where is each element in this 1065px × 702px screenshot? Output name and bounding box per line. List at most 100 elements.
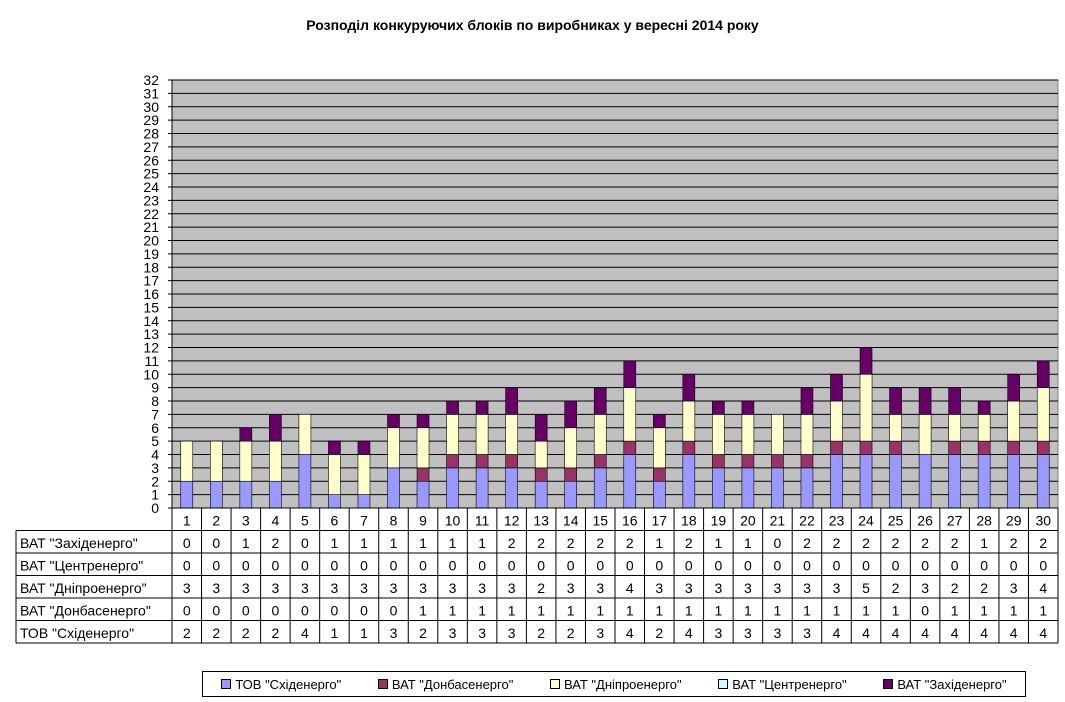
- table-cell-value: 3: [596, 625, 604, 641]
- table-cell-value: 2: [921, 535, 929, 551]
- table-cell-value: 1: [331, 625, 339, 641]
- bar-segment: [505, 414, 518, 455]
- bar-segment: [269, 440, 282, 482]
- table-cell-value: 0: [183, 557, 191, 573]
- table-cell-value: 4: [951, 625, 959, 641]
- table-cell-value: 4: [921, 625, 929, 641]
- bar-segment: [1007, 454, 1021, 509]
- table-cell-value: 1: [242, 535, 250, 551]
- bar-segment: [239, 427, 253, 442]
- table-cell-value: 4: [301, 625, 309, 641]
- table-cell-value: 2: [537, 580, 545, 596]
- y-tick-label: 9: [151, 380, 159, 396]
- table-cell-value: 3: [714, 580, 722, 596]
- bar-segment: [889, 440, 902, 455]
- bar-segment: [298, 414, 312, 455]
- bar-segment: [1007, 400, 1021, 442]
- bar-segment: [387, 467, 400, 509]
- bar-segment: [623, 440, 637, 455]
- y-tick-label: 24: [143, 179, 159, 195]
- bar-segment: [948, 454, 961, 509]
- table-cell-value: 4: [626, 625, 634, 641]
- table-cell-value: 0: [360, 557, 368, 573]
- table-cell-value: 0: [862, 557, 870, 573]
- table-series-label: ТОВ "Східенерго": [20, 625, 134, 641]
- table-cell-value: 3: [744, 580, 752, 596]
- x-category-label: 6: [331, 512, 339, 528]
- table-cell-value: 2: [1039, 535, 1047, 551]
- bar-segment: [712, 414, 725, 455]
- x-category-label: 18: [681, 512, 697, 528]
- bar-segment: [505, 387, 518, 415]
- table-cell-value: 1: [360, 625, 368, 641]
- y-tick-label: 12: [143, 340, 159, 356]
- bar-segment: [977, 414, 991, 442]
- table-cell-value: 3: [212, 580, 220, 596]
- table-cell-value: 1: [892, 602, 900, 618]
- legend-item: ВАТ "Донбасенерго": [377, 677, 513, 692]
- table-series-label: ВАТ "Дніпроенерго": [20, 580, 147, 596]
- y-tick-label: 21: [143, 219, 159, 235]
- table-cell-value: 0: [390, 602, 398, 618]
- bar-segment: [682, 400, 696, 442]
- x-category-label: 19: [711, 512, 727, 528]
- bar-segment: [889, 414, 902, 442]
- table-cell-value: 0: [242, 557, 250, 573]
- x-category-label: 14: [563, 512, 579, 528]
- bar-segment: [889, 454, 902, 509]
- x-category-label: 25: [888, 512, 904, 528]
- x-category-label: 5: [301, 512, 309, 528]
- table-cell-value: 3: [1010, 580, 1018, 596]
- table-cell-value: 3: [242, 580, 250, 596]
- bar-segment: [416, 427, 430, 469]
- table-cell-value: 5: [862, 580, 870, 596]
- bar-segment: [1036, 387, 1050, 442]
- bar-segment: [948, 414, 961, 442]
- table-cell-value: 0: [212, 557, 220, 573]
- x-category-label: 17: [652, 512, 668, 528]
- table-cell-value: 1: [803, 602, 811, 618]
- table-cell-value: 3: [331, 580, 339, 596]
- table-series-label: ВАТ "Західенерго": [20, 535, 138, 551]
- bar-segment: [918, 414, 932, 455]
- y-tick-label: 13: [143, 326, 159, 342]
- table-cell-value: 0: [301, 557, 309, 573]
- table-cell-value: 0: [449, 557, 457, 573]
- table-cell-value: 3: [744, 625, 752, 641]
- table-cell-value: 0: [390, 557, 398, 573]
- table-cell-value: 0: [271, 557, 279, 573]
- table-cell-value: 1: [626, 602, 634, 618]
- y-tick-label: 7: [151, 406, 159, 422]
- x-category-label: 13: [533, 512, 549, 528]
- legend-item: ВАТ "Центренерго": [718, 677, 847, 692]
- x-category-label: 15: [592, 512, 608, 528]
- x-category-label: 12: [504, 512, 520, 528]
- bar-segment: [416, 467, 430, 482]
- table-cell-value: 0: [537, 557, 545, 573]
- table-cell-value: 3: [390, 580, 398, 596]
- bar-segment: [859, 440, 873, 455]
- bar-segment: [387, 414, 400, 429]
- bar-segment: [534, 480, 548, 509]
- table-cell-value: 0: [212, 602, 220, 618]
- bar-segment: [652, 467, 666, 482]
- x-category-label: 16: [622, 512, 638, 528]
- bar-segment: [652, 414, 666, 429]
- y-tick-label: 3: [151, 460, 159, 476]
- y-tick-label: 5: [151, 433, 159, 449]
- table-cell-value: 0: [921, 557, 929, 573]
- table-cell-value: 4: [892, 625, 900, 641]
- table-cell-value: 1: [744, 535, 752, 551]
- bar-segment: [593, 414, 607, 455]
- table-cell-value: 4: [1010, 625, 1018, 641]
- bar-segment: [446, 454, 459, 469]
- table-cell-value: 3: [271, 580, 279, 596]
- table-cell-value: 3: [183, 580, 191, 596]
- table-cell-value: 1: [774, 602, 782, 618]
- bar-segment: [977, 440, 991, 455]
- table-cell-value: 1: [449, 602, 457, 618]
- legend-swatch: [883, 679, 894, 689]
- bar-segment: [859, 347, 873, 375]
- bar-segment: [830, 373, 843, 402]
- x-category-label: 9: [419, 512, 427, 528]
